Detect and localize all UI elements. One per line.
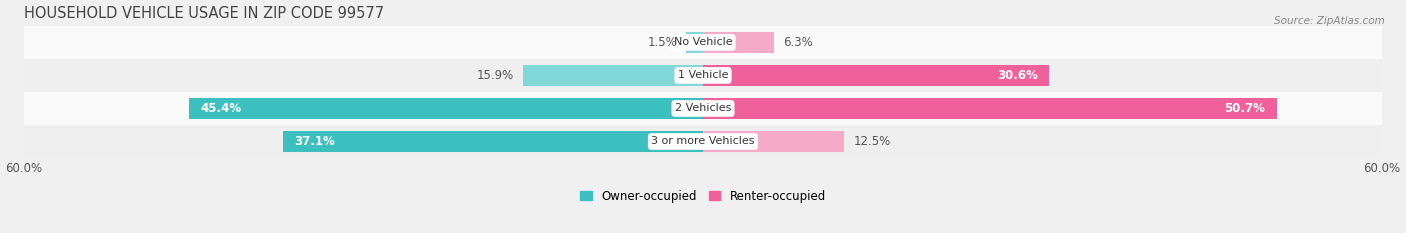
Text: 45.4%: 45.4%: [201, 102, 242, 115]
Text: 12.5%: 12.5%: [853, 135, 891, 148]
Text: 1 Vehicle: 1 Vehicle: [678, 70, 728, 80]
Bar: [24, 92, 1382, 125]
Legend: Owner-occupied, Renter-occupied: Owner-occupied, Renter-occupied: [575, 185, 831, 208]
Bar: [24, 125, 1382, 158]
Text: Source: ZipAtlas.com: Source: ZipAtlas.com: [1274, 16, 1385, 26]
Text: 30.6%: 30.6%: [997, 69, 1038, 82]
Text: 6.3%: 6.3%: [783, 36, 813, 49]
Text: 3 or more Vehicles: 3 or more Vehicles: [651, 137, 755, 147]
Text: 37.1%: 37.1%: [294, 135, 335, 148]
Text: 15.9%: 15.9%: [477, 69, 515, 82]
Text: HOUSEHOLD VEHICLE USAGE IN ZIP CODE 99577: HOUSEHOLD VEHICLE USAGE IN ZIP CODE 9957…: [24, 6, 384, 21]
Bar: [283, 131, 703, 152]
Bar: [703, 65, 1049, 86]
Bar: [24, 26, 1382, 59]
Bar: [523, 65, 703, 86]
Bar: [703, 32, 775, 53]
Text: No Vehicle: No Vehicle: [673, 38, 733, 47]
Bar: [703, 98, 1277, 119]
Bar: [703, 131, 845, 152]
Bar: [190, 98, 703, 119]
Text: 50.7%: 50.7%: [1225, 102, 1265, 115]
Bar: [24, 59, 1382, 92]
Text: 2 Vehicles: 2 Vehicles: [675, 103, 731, 113]
Text: 1.5%: 1.5%: [647, 36, 676, 49]
Bar: [686, 32, 703, 53]
